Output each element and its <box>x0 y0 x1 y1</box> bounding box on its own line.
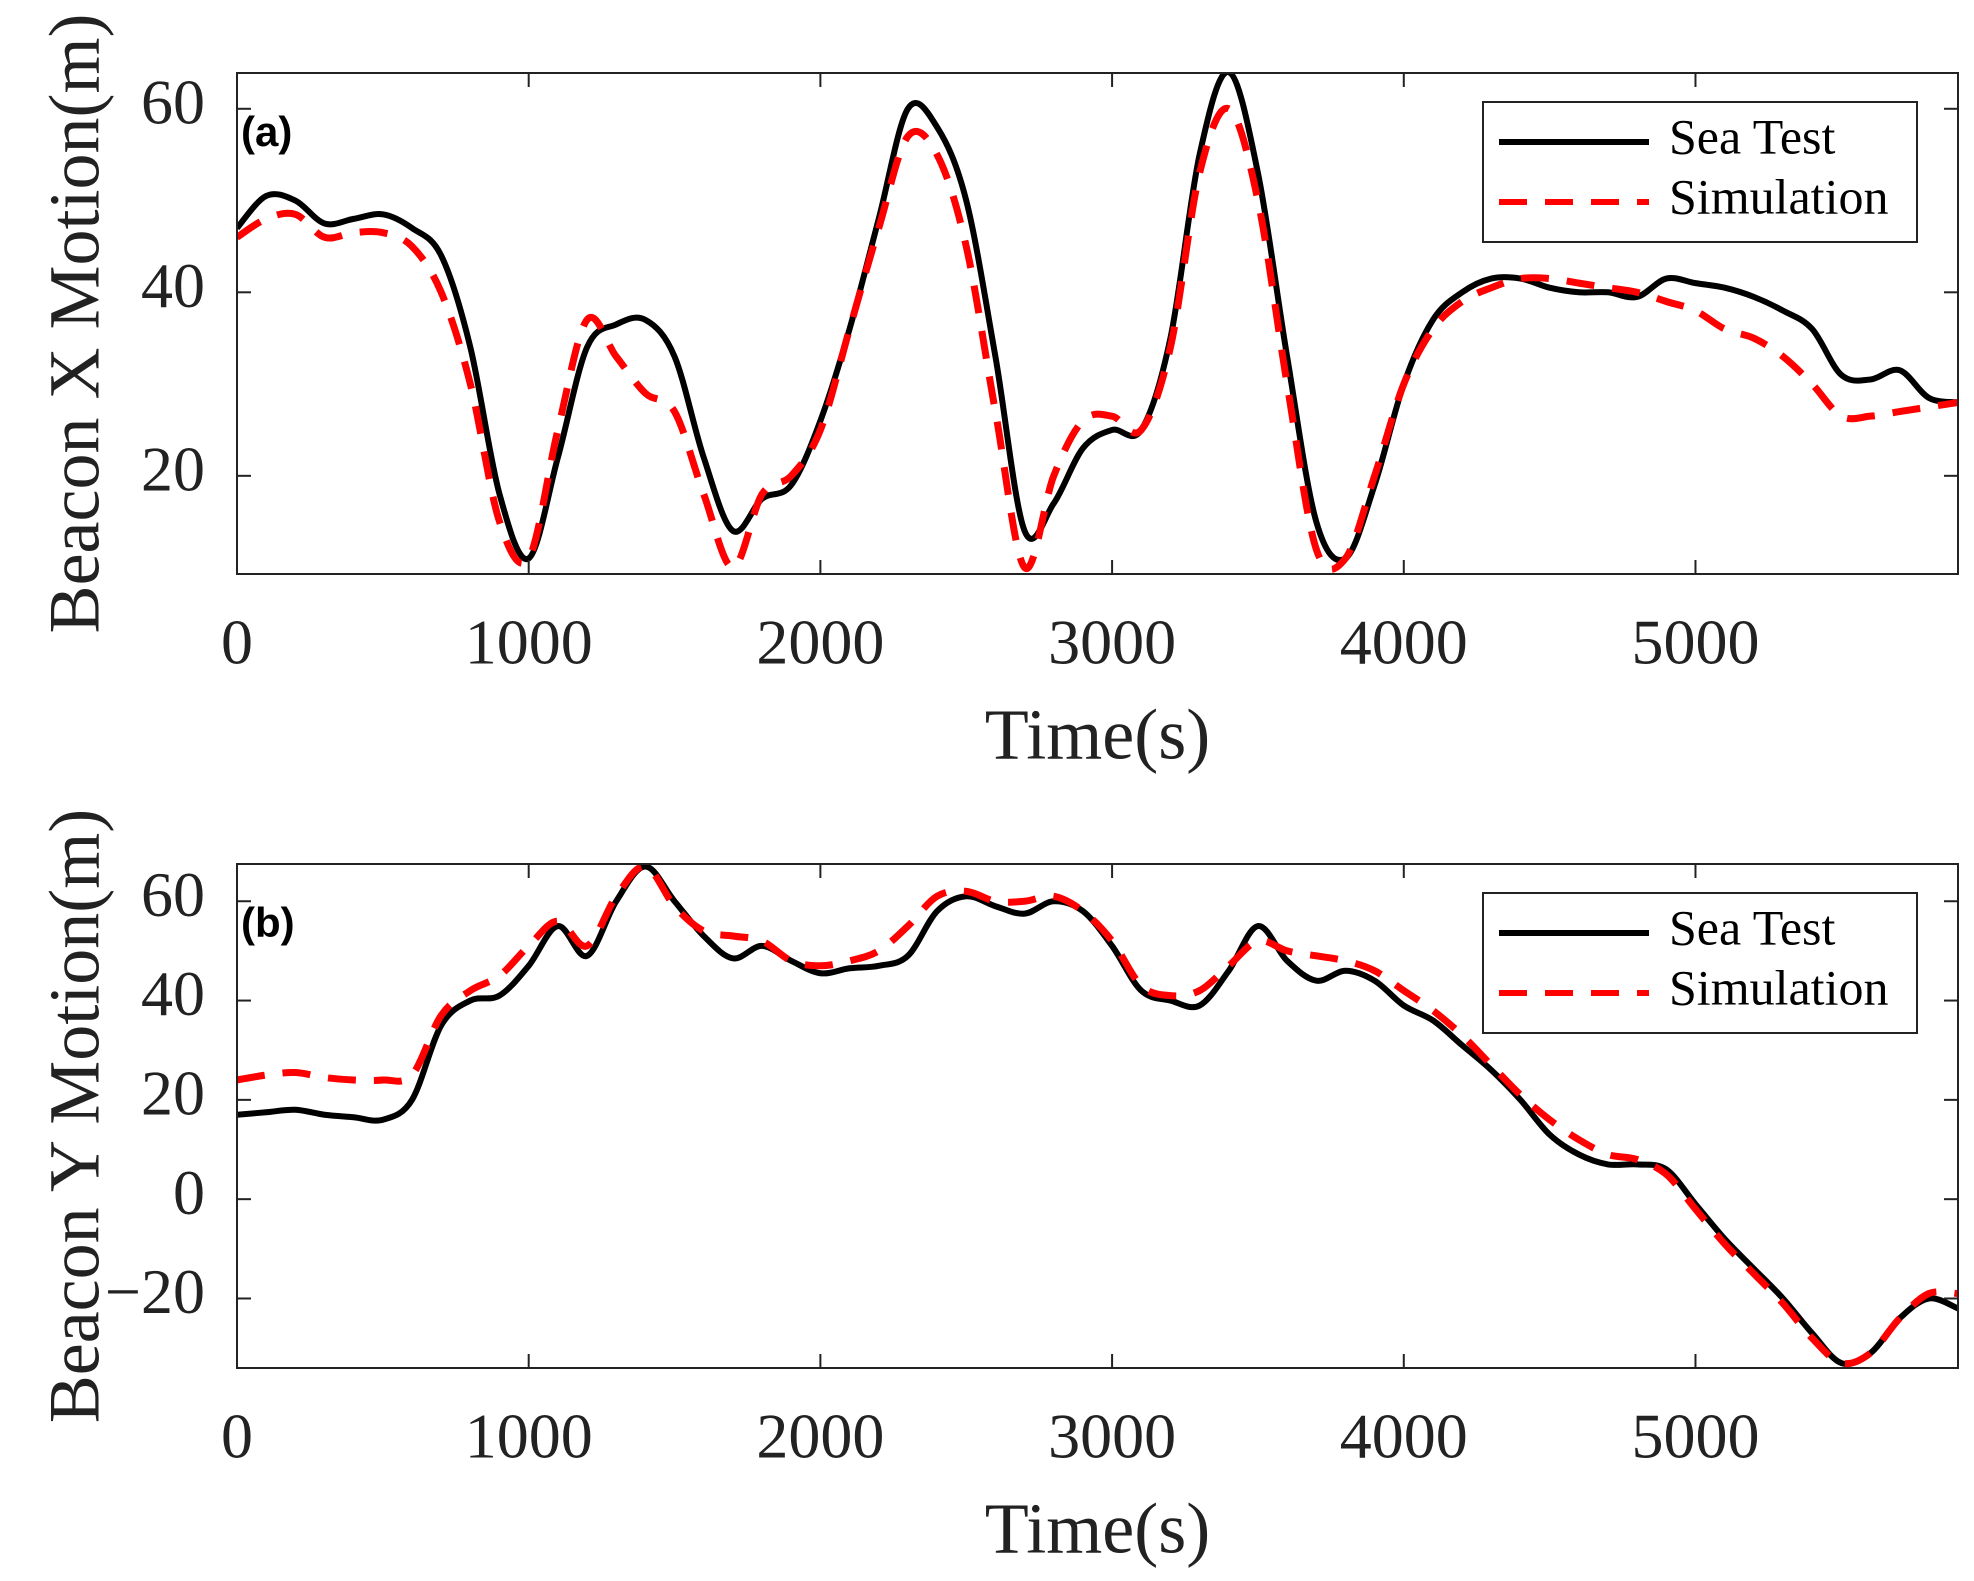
y-tick-label: 0 <box>173 1157 205 1228</box>
x-axis-label: Time(s) <box>985 1489 1210 1569</box>
axes-frame <box>236 863 1959 1369</box>
y-tick-label: 20 <box>141 1058 205 1129</box>
series-line <box>237 104 1958 573</box>
x-tick-label: 1000 <box>465 1401 593 1472</box>
x-axis-label: Time(s) <box>985 695 1210 775</box>
y-tick-label: 40 <box>141 250 205 321</box>
legend-box <box>1482 892 1918 1034</box>
x-tick-label: 0 <box>221 1401 253 1472</box>
x-tick-label: 2000 <box>756 1401 884 1472</box>
y-tick-label: 60 <box>141 859 205 930</box>
plot-area: 0 1000 2000 3000 4000 5000 −20 0 20 40 60 Time(s) Be… <box>35 809 1959 1569</box>
legend-label: Sea Test <box>1669 108 1835 164</box>
annotation: (a) <box>241 108 292 155</box>
legend-label: Simulation <box>1669 959 1888 1015</box>
y-tick-label: −20 <box>105 1256 205 1327</box>
x-tick-label: 4000 <box>1340 1401 1468 1472</box>
x-tick-label: 0 <box>221 607 253 678</box>
x-tick-label: 1000 <box>465 607 593 678</box>
series-line <box>237 864 1958 1368</box>
legend-label: Sea Test <box>1669 899 1835 955</box>
x-tick-label: 5000 <box>1631 1401 1759 1472</box>
y-tick-label: 60 <box>141 66 205 137</box>
annotation: (b) <box>241 899 295 946</box>
legend-box <box>1482 101 1918 243</box>
x-tick-label: 3000 <box>1048 1401 1176 1472</box>
x-tick-label: 2000 <box>756 607 884 678</box>
y-tick-label: 40 <box>141 958 205 1029</box>
plot-area: 0 1000 2000 3000 4000 5000 20 40 60 Time(s) Beacon… <box>35 14 1959 775</box>
y-axis-label: Beacon X Motion(m) <box>35 14 115 634</box>
axes-frame <box>236 72 1959 575</box>
x-tick-label: 5000 <box>1631 607 1759 678</box>
x-tick-label: 3000 <box>1048 607 1176 678</box>
y-tick-label: 20 <box>141 434 205 505</box>
legend-label: Simulation <box>1669 168 1888 224</box>
y-axis-label: Beacon Y Motion(m) <box>35 809 115 1424</box>
x-tick-label: 4000 <box>1340 607 1468 678</box>
series-line <box>237 73 1958 563</box>
